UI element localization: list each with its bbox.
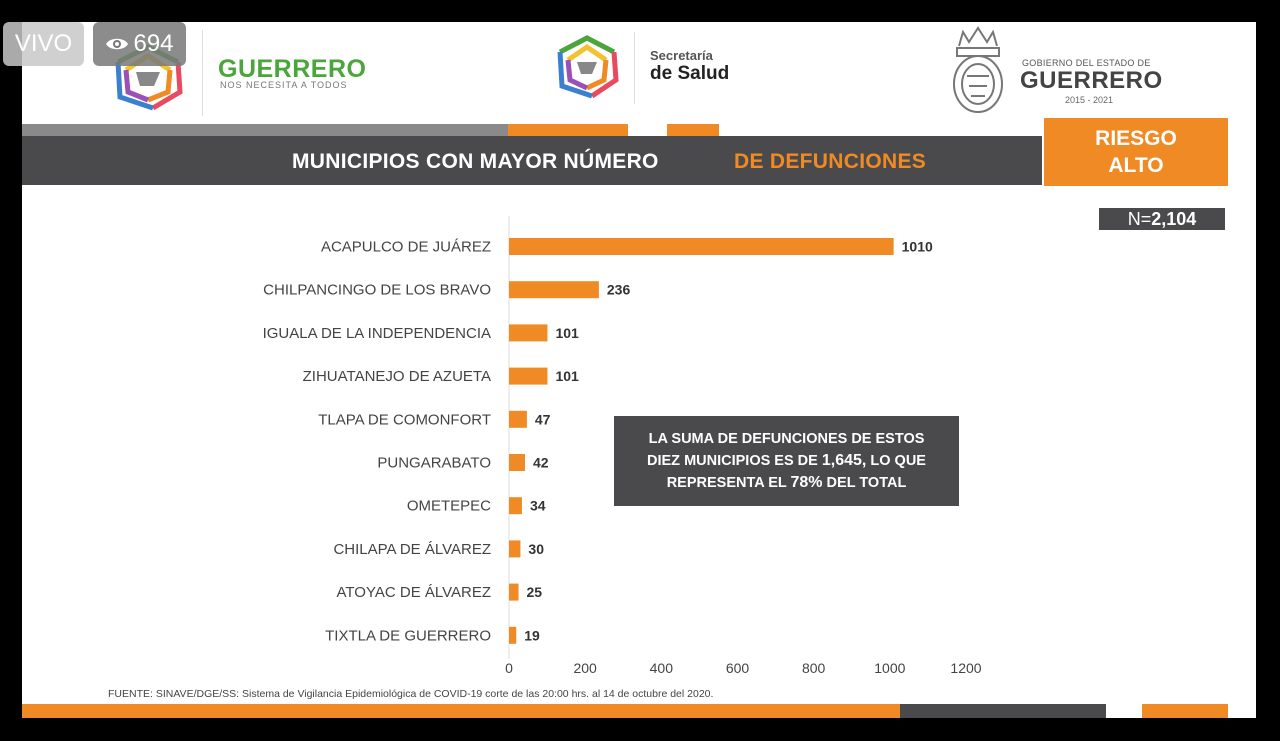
footer-orange-bar-2 <box>1142 704 1228 718</box>
total-badge: N=2,104 <box>1099 208 1225 230</box>
x-tick-label: 800 <box>802 660 826 676</box>
salud-divider <box>634 32 635 104</box>
category-label: ZIHUATANEJO DE AZUETA <box>303 368 491 385</box>
bar <box>509 410 527 428</box>
category-label: CHILAPA DE ÁLVAREZ <box>333 541 491 558</box>
risk-line1: RIESGO <box>1095 127 1177 150</box>
footer-orange-bar <box>22 704 900 718</box>
category-label: PUNGARABATO <box>377 455 491 472</box>
summary-callout: LA SUMA DE DEFUNCIONES DE ESTOS DIEZ MUN… <box>614 416 959 506</box>
gov-years: 2015 - 2021 <box>1065 95 1114 105</box>
x-tick-label: 1000 <box>874 660 905 676</box>
brand-title: GUERRERO <box>218 55 367 83</box>
data-label: 25 <box>527 584 543 600</box>
salud-line1: Secretaría <box>650 48 713 63</box>
bar <box>509 454 525 471</box>
live-badge: VIVO <box>3 22 84 66</box>
data-label: 19 <box>524 627 540 643</box>
data-label: 34 <box>530 498 546 514</box>
category-label: ATOYAC DE ÁLVAREZ <box>337 584 491 601</box>
total-prefix: N= <box>1127 209 1152 229</box>
data-label: 236 <box>607 282 631 298</box>
callout-line2-a: DIEZ MUNICIPIOS ES DE <box>647 453 822 469</box>
data-label: 1010 <box>902 239 933 255</box>
risk-badge: RIESGO ALTO <box>1044 118 1228 186</box>
callout-line1: LA SUMA DE DEFUNCIONES DE ESTOS <box>648 431 925 447</box>
category-label: CHILPANCINGO DE LOS BRAVO <box>263 282 491 299</box>
bar <box>509 324 548 342</box>
bar <box>509 281 599 299</box>
viewer-count-badge: 694 <box>93 22 186 66</box>
salud-star-logo-icon <box>557 35 619 99</box>
category-label: TLAPA DE COMONFORT <box>318 411 491 428</box>
x-tick-label: 600 <box>726 660 750 676</box>
data-label: 47 <box>535 411 551 427</box>
band-orange-b <box>667 124 719 136</box>
x-tick-label: 200 <box>573 660 597 676</box>
title-bar <box>22 136 1042 185</box>
total-value: 2,104 <box>1151 209 1197 229</box>
title-part2: DE DEFUNCIONES <box>734 150 927 173</box>
bar <box>509 626 517 644</box>
category-label: OMETEPEC <box>407 498 491 515</box>
gov-line1: GOBIERNO DEL ESTADO DE <box>1022 58 1151 68</box>
brand-subtitle: NOS NECESITA A TODOS <box>220 80 348 90</box>
bar <box>509 367 548 385</box>
category-label: IGUALA DE LA INDEPENDENCIA <box>263 325 491 342</box>
title-part1: MUNICIPIOS CON MAYOR NÚMERO <box>292 150 659 173</box>
data-label: 42 <box>533 455 549 471</box>
risk-line2: ALTO <box>1108 154 1164 177</box>
brand-divider <box>202 30 203 116</box>
x-tick-label: 400 <box>650 660 674 676</box>
data-label: 30 <box>528 541 544 557</box>
bar <box>509 497 522 515</box>
callout-percent: 78% <box>790 474 823 491</box>
x-tick-label: 1200 <box>950 660 981 676</box>
callout-line3-c: DEL TOTAL <box>822 475 907 491</box>
data-label: 101 <box>555 368 579 384</box>
eye-icon <box>106 38 129 50</box>
bar <box>509 238 894 255</box>
gov-line2: GUERRERO <box>1020 67 1163 94</box>
category-label: ACAPULCO DE JUÁREZ <box>321 239 491 256</box>
footer-gray-bar <box>900 704 1106 718</box>
callout-line3: REPRESENTA EL 78% DEL TOTAL <box>614 472 959 494</box>
data-label: 101 <box>555 325 579 341</box>
category-label: TIXTLA DE GUERRERO <box>325 627 491 644</box>
band-gray <box>22 124 508 136</box>
callout-line2: DIEZ MUNICIPIOS ES DE 1,645, LO QUE <box>614 450 959 472</box>
source-note: FUENTE: SINAVE/DGE/SS: Sistema de Vigila… <box>108 688 714 700</box>
callout-sum: 1,645, <box>821 452 867 469</box>
bar <box>509 583 519 601</box>
callout-line3-a: REPRESENTA EL <box>666 475 791 491</box>
slide: GUERRERO NOS NECESITA A TODOS Secretaría… <box>22 22 1256 718</box>
coat-of-arms-icon <box>953 26 1003 113</box>
callout-line2-c: LO QUE <box>866 453 926 469</box>
salud-line2: de Salud <box>650 63 730 84</box>
x-tick-label: 0 <box>505 660 513 676</box>
band-orange-a <box>508 124 628 136</box>
bar <box>509 540 521 558</box>
viewer-count: 694 <box>133 30 174 57</box>
